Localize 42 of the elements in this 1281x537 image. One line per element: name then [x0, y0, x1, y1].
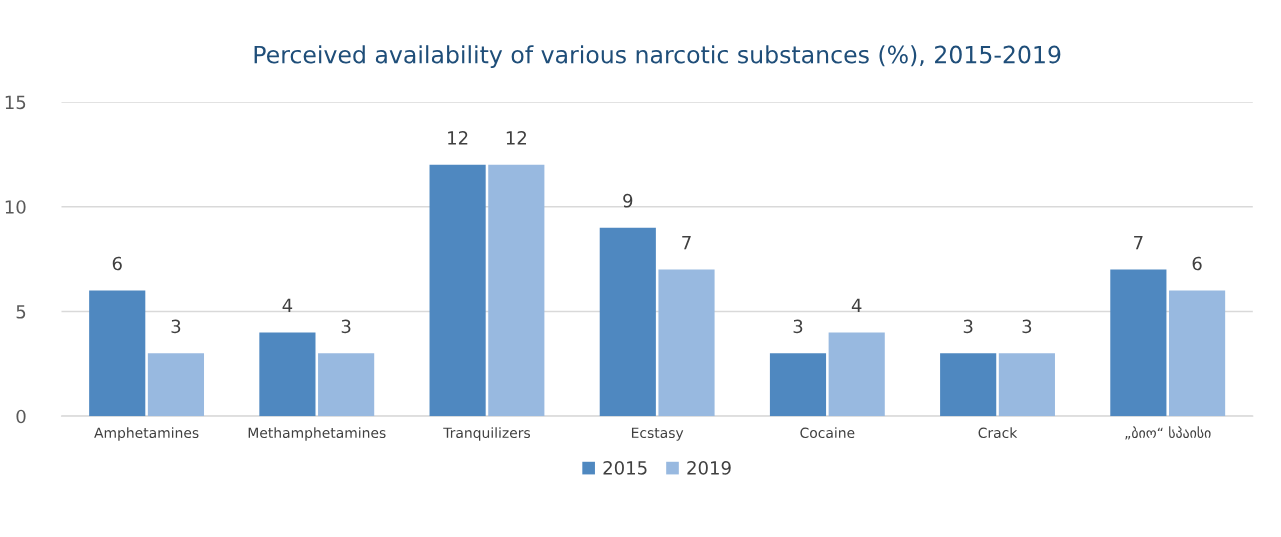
- bar: [599, 227, 656, 417]
- x-tick-label: „ბიო“ სპაისი: [1125, 426, 1211, 440]
- legend-label: 2015: [603, 461, 647, 475]
- data-label: 4: [282, 298, 293, 312]
- data-label: 3: [963, 319, 973, 334]
- bar: [488, 164, 545, 417]
- bar: [1110, 269, 1167, 417]
- data-label: 7: [1134, 235, 1143, 250]
- bar: [828, 332, 885, 417]
- data-label: 12: [448, 131, 468, 145]
- y-tick-label: 15: [5, 95, 26, 110]
- data-label: 3: [1022, 319, 1032, 334]
- legend-label: 2019: [687, 461, 731, 475]
- x-tick-label: Amphetamines: [94, 427, 199, 441]
- bar: [1169, 290, 1226, 417]
- data-label: 3: [793, 319, 803, 334]
- y-tick-label: 0: [16, 409, 26, 424]
- bar: [429, 164, 486, 417]
- data-label: 4: [851, 298, 862, 312]
- bar: [940, 353, 997, 417]
- data-label: 3: [341, 319, 351, 334]
- chart-title: Perceived availability of various narcotic substances (%), 2015-2019: [254, 45, 1061, 69]
- y-tick-label: 10: [5, 200, 26, 214]
- data-label: 3: [171, 319, 181, 334]
- x-tick-label: Methamphetamines: [248, 427, 386, 441]
- bar: [658, 269, 715, 417]
- bar: [89, 290, 146, 417]
- data-label: 9: [623, 193, 633, 208]
- x-tick-label: Ecstasy: [631, 427, 684, 441]
- data-label: 7: [682, 235, 691, 250]
- y-tick-label: 5: [16, 305, 26, 319]
- data-label: 6: [112, 256, 122, 271]
- bar: [147, 353, 205, 417]
- x-tick-label: Tranquilizers: [443, 427, 530, 441]
- x-tick-label: Cocaine: [800, 427, 855, 439]
- bar: [318, 353, 375, 417]
- bar: [998, 353, 1055, 417]
- x-tick-label: Crack: [978, 427, 1018, 439]
- bar: [259, 332, 316, 417]
- data-label: 6: [1192, 256, 1202, 271]
- bar: [769, 353, 827, 417]
- data-label: 12: [506, 131, 526, 145]
